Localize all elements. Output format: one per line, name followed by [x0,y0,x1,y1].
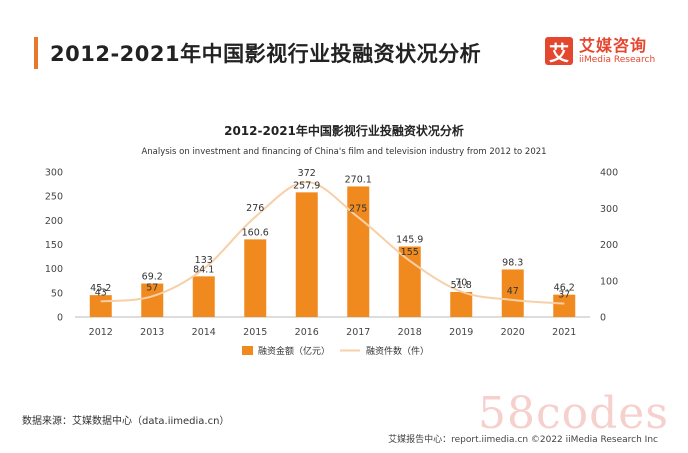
watermark: 58codes [478,388,669,439]
bar-2014 [192,276,215,317]
chart-title: 2012-2021年中国影视行业投融资状况分析 [224,123,464,138]
bar-value-label: 45.2 [90,283,111,294]
x-tick-label: 2017 [346,327,370,338]
x-tick-label: 2014 [192,327,216,338]
x-tick-label: 2020 [501,327,525,338]
x-tick-label: 2018 [398,327,422,338]
y-right-tick-label: 400 [600,168,618,179]
line-value-label: 47 [507,286,519,297]
bar-value-label: 51.8 [451,280,472,291]
footer-credit: 艾媒报告中心：report.iimedia.cn ©2022 iiMedia R… [388,435,658,445]
x-tick-label: 2012 [89,327,113,338]
y-left-tick-label: 100 [45,264,63,275]
bar-2020 [501,269,524,317]
y-right-tick-label: 200 [600,240,618,251]
brand-logo: 艾 艾媒咨询 iiMedia Research [545,37,655,65]
legend-swatch-bars [242,346,253,355]
logo-name-cn: 艾媒咨询 [579,35,648,55]
y-left-tick-label: 0 [57,313,63,324]
bar-2013 [141,283,164,317]
y-left-tick-label: 250 [45,192,63,203]
y-left-tick-label: 50 [51,288,63,299]
x-tick-label: 2013 [140,327,164,338]
bar-2017 [347,186,370,317]
x-tick-label: 2021 [552,327,576,338]
bar-value-label: 69.2 [142,272,163,283]
line-value-label: 155 [401,247,419,258]
y-left-tick-label: 300 [45,168,63,179]
y-right-tick-label: 100 [600,276,618,287]
line-value-label: 37 [558,290,570,301]
bar-2021 [553,294,576,317]
data-source-note: 数据来源：艾媒数据中心（data.iimedia.cn） [22,416,230,427]
bar-2012 [89,295,112,317]
bar-value-label: 160.6 [242,227,269,238]
x-tick-label: 2015 [243,327,267,338]
y-left-tick-label: 150 [45,240,63,251]
deals-line [100,181,565,305]
line-value-label: 276 [246,203,264,214]
bar-value-label: 145.9 [396,234,423,245]
bar-value-label: 84.1 [193,264,214,275]
chart-subtitle: Analysis on investment and financing of … [141,147,546,157]
bar-value-label: 46.2 [554,283,575,294]
y-left-tick-label: 200 [45,216,63,227]
y-right-tick-label: 300 [600,204,618,215]
line-value-label: 43 [95,287,107,298]
line-value-label: 275 [349,203,367,214]
bar-2015 [244,239,267,317]
page-title: 2012-2021年中国影视行业投融资状况分析 [50,42,482,66]
line-value-label: 133 [195,255,213,266]
logo-mark-icon: 艾 [545,37,573,65]
bar-value-label: 257.9 [293,180,320,191]
line-value-label: 57 [146,282,158,293]
bar-2016 [295,192,318,317]
logo-name-en: iiMedia Research [579,54,656,65]
line-value-label: 372 [298,168,316,179]
bar-value-label: 98.3 [502,257,523,268]
legend-label-bars: 融资金额（亿元） [258,345,330,357]
title-accent-bar [34,37,38,69]
x-tick-label: 2019 [449,327,473,338]
bar-2019 [450,291,473,317]
y-right-tick-label: 0 [600,313,606,324]
bar-value-label: 270.1 [345,174,372,185]
line-value-label: 70 [455,278,467,289]
legend-label-line: 融资件数（件） [366,345,429,357]
x-tick-label: 2016 [295,327,319,338]
